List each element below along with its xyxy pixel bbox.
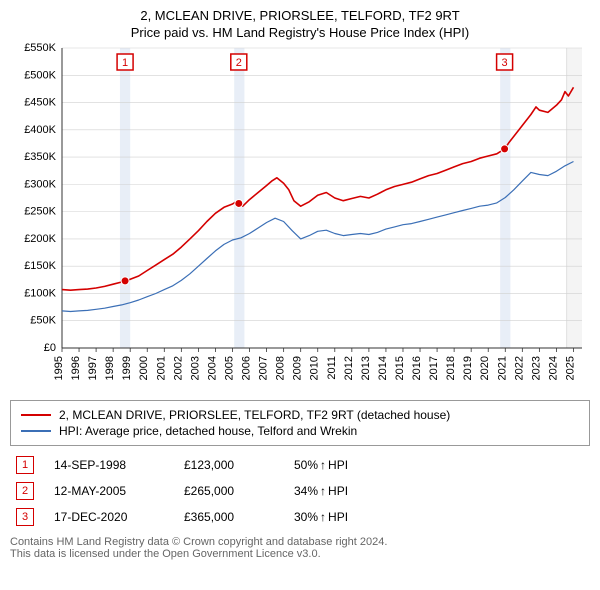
legend-label: 2, MCLEAN DRIVE, PRIORSLEE, TELFORD, TF2… — [59, 408, 450, 422]
svg-text:2020: 2020 — [479, 356, 491, 380]
svg-text:1997: 1997 — [87, 356, 99, 380]
svg-text:2016: 2016 — [411, 356, 423, 380]
svg-text:1996: 1996 — [70, 356, 82, 380]
sale-vs-hpi: 50% ↑ HPI — [294, 458, 384, 472]
sale-date: 14-SEP-1998 — [54, 458, 164, 472]
chart-title-area: 2, MCLEAN DRIVE, PRIORSLEE, TELFORD, TF2… — [0, 0, 600, 42]
sale-row: 3 17-DEC-2020 £365,000 30% ↑ HPI — [10, 504, 590, 530]
legend-swatch — [21, 430, 51, 432]
price-chart: £0 £50K £100K £150K £200K £250K £300K £350K £400… — [10, 42, 590, 392]
footer-line2: This data is licensed under the Open Gov… — [10, 548, 590, 560]
sale-price: £123,000 — [184, 458, 274, 472]
svg-text:2010: 2010 — [309, 356, 321, 380]
title-subtitle: Price paid vs. HM Land Registry's House … — [10, 25, 590, 40]
legend-label: HPI: Average price, detached house, Telf… — [59, 424, 357, 438]
svg-text:2018: 2018 — [445, 356, 457, 380]
svg-text:£250K: £250K — [24, 206, 56, 218]
svg-text:£200K: £200K — [24, 233, 56, 245]
svg-text:2011: 2011 — [326, 356, 338, 380]
svg-text:2014: 2014 — [377, 356, 389, 380]
svg-text:2001: 2001 — [155, 356, 167, 380]
legend: 2, MCLEAN DRIVE, PRIORSLEE, TELFORD, TF2… — [10, 400, 590, 446]
svg-text:£150K: £150K — [24, 260, 56, 272]
arrow-up-icon: ↑ — [320, 458, 326, 472]
sale-marker-badge: 3 — [16, 508, 34, 526]
svg-text:£100K: £100K — [24, 287, 56, 299]
svg-text:2017: 2017 — [428, 356, 440, 380]
svg-text:£0: £0 — [44, 342, 56, 354]
sale-row: 2 12-MAY-2005 £265,000 34% ↑ HPI — [10, 478, 590, 504]
title-address: 2, MCLEAN DRIVE, PRIORSLEE, TELFORD, TF2… — [10, 8, 590, 23]
svg-text:2003: 2003 — [189, 356, 201, 380]
svg-text:2023: 2023 — [530, 356, 542, 380]
svg-text:3: 3 — [502, 57, 508, 69]
svg-text:2002: 2002 — [172, 356, 184, 380]
svg-text:2005: 2005 — [223, 356, 235, 380]
arrow-up-icon: ↑ — [320, 510, 326, 524]
svg-text:2012: 2012 — [343, 356, 355, 380]
svg-text:2: 2 — [236, 57, 242, 69]
sale-date: 17-DEC-2020 — [54, 510, 164, 524]
svg-text:2004: 2004 — [206, 356, 218, 380]
svg-text:2000: 2000 — [138, 356, 150, 380]
svg-text:£300K: £300K — [24, 178, 56, 190]
sale-marker-badge: 1 — [16, 456, 34, 474]
svg-text:2008: 2008 — [275, 356, 287, 380]
svg-text:1995: 1995 — [53, 356, 65, 380]
svg-text:2013: 2013 — [360, 356, 372, 380]
svg-text:£450K: £450K — [24, 97, 56, 109]
svg-text:£550K: £550K — [24, 42, 56, 54]
svg-text:1999: 1999 — [121, 356, 133, 380]
svg-text:£50K: £50K — [30, 315, 56, 327]
svg-text:2025: 2025 — [564, 356, 576, 380]
svg-text:£350K: £350K — [24, 151, 56, 163]
svg-text:1: 1 — [122, 57, 128, 69]
sales-table: 1 14-SEP-1998 £123,000 50% ↑ HPI 2 12-MAY-200… — [10, 452, 590, 530]
svg-text:£400K: £400K — [24, 124, 56, 136]
sale-price: £365,000 — [184, 510, 274, 524]
footer-line1: Contains HM Land Registry data © Crown c… — [10, 536, 590, 548]
svg-text:£500K: £500K — [24, 69, 56, 81]
svg-text:2024: 2024 — [547, 356, 559, 380]
sale-vs-hpi: 30% ↑ HPI — [294, 510, 384, 524]
svg-text:1998: 1998 — [104, 356, 116, 380]
svg-text:2006: 2006 — [241, 356, 253, 380]
sale-marker-badge: 2 — [16, 482, 34, 500]
legend-row: 2, MCLEAN DRIVE, PRIORSLEE, TELFORD, TF2… — [21, 407, 579, 423]
svg-text:2007: 2007 — [258, 356, 270, 380]
sale-date: 12-MAY-2005 — [54, 484, 164, 498]
sale-price: £265,000 — [184, 484, 274, 498]
sale-row: 1 14-SEP-1998 £123,000 50% ↑ HPI — [10, 452, 590, 478]
sale-vs-hpi: 34% ↑ HPI — [294, 484, 384, 498]
svg-text:2015: 2015 — [394, 356, 406, 380]
svg-text:2019: 2019 — [462, 356, 474, 380]
chart-container: £0 £50K £100K £150K £200K £250K £300K £350K £400… — [10, 42, 590, 392]
legend-row: HPI: Average price, detached house, Telf… — [21, 423, 579, 439]
svg-text:2022: 2022 — [513, 356, 525, 380]
svg-text:2021: 2021 — [496, 356, 508, 380]
footer-attribution: Contains HM Land Registry data © Crown c… — [10, 536, 590, 560]
svg-text:2009: 2009 — [292, 356, 304, 380]
legend-swatch — [21, 414, 51, 416]
arrow-up-icon: ↑ — [320, 484, 326, 498]
